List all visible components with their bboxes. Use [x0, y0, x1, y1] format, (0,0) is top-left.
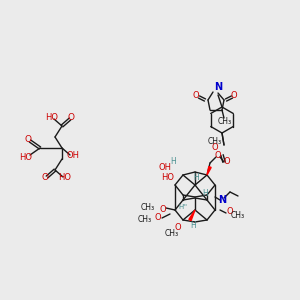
Text: O: O [160, 206, 166, 214]
Text: O: O [224, 158, 230, 166]
Text: CH₃: CH₃ [138, 215, 152, 224]
Text: CH₃: CH₃ [165, 229, 179, 238]
Polygon shape [207, 167, 211, 175]
Text: O: O [41, 173, 49, 182]
Text: O: O [193, 91, 199, 100]
Text: O: O [215, 151, 221, 160]
Text: O: O [68, 113, 74, 122]
Text: N: N [218, 195, 226, 205]
Polygon shape [189, 210, 195, 220]
Text: H: H [202, 188, 208, 197]
Text: O: O [175, 224, 181, 232]
Text: OH: OH [158, 163, 172, 172]
Text: H'': H'' [178, 204, 188, 210]
Text: HO: HO [58, 173, 71, 182]
Text: CH₃: CH₃ [231, 211, 245, 220]
Text: HO: HO [20, 152, 32, 161]
Text: H: H [193, 173, 199, 182]
Text: H: H [190, 220, 196, 230]
Text: H: H [170, 158, 176, 166]
Text: CH₃: CH₃ [218, 116, 232, 125]
Text: O: O [25, 136, 32, 145]
Text: O: O [231, 91, 237, 100]
Text: HO: HO [161, 172, 175, 182]
Text: N: N [214, 82, 222, 92]
Text: CH₃: CH₃ [141, 203, 155, 212]
Text: O: O [155, 214, 161, 223]
Text: HO: HO [46, 113, 59, 122]
Text: O: O [227, 208, 233, 217]
Text: CH₃: CH₃ [208, 136, 222, 146]
Text: OH: OH [67, 152, 80, 160]
Text: O: O [212, 143, 218, 152]
